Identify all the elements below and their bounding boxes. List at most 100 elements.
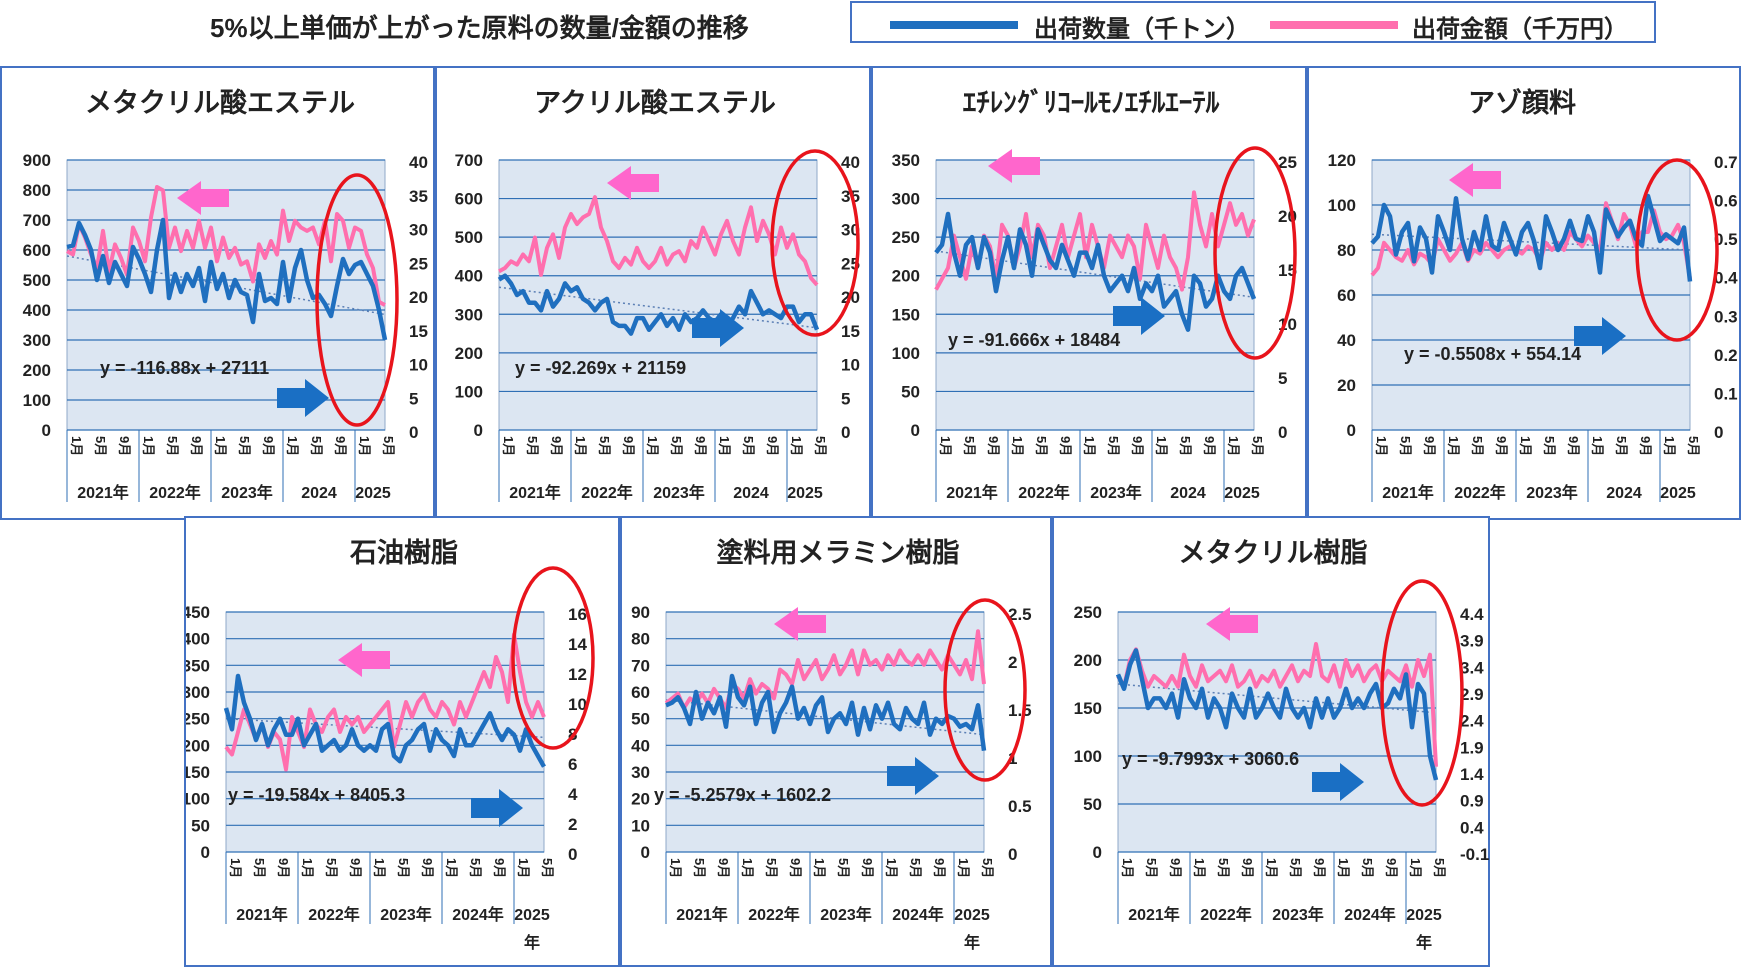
left-tick-label: 900 bbox=[23, 151, 51, 170]
month-tick-label: 5月 bbox=[1144, 858, 1159, 878]
right-tick-label: 40 bbox=[841, 153, 860, 172]
month-tick-label: 1月 bbox=[141, 436, 156, 456]
month-tick-label: 5月 bbox=[525, 436, 540, 456]
right-tick-label: 10 bbox=[568, 695, 587, 714]
right-arrow-icon bbox=[471, 789, 523, 827]
month-tick-label: 9月 bbox=[986, 436, 1001, 456]
left-tick-label: 250 bbox=[1074, 603, 1102, 622]
chart-panel-melamine-resin: 塗料用メラミン樹脂 90 80 70 60 50 40 30 20 10 0 2.5 2 1.5 1 0.5 0… bbox=[620, 516, 1052, 967]
trend-equation: y = -19.584x + 8405.3 bbox=[228, 785, 405, 805]
left-tick-label: 150 bbox=[1074, 699, 1102, 718]
year-label: 2024 bbox=[1606, 485, 1642, 502]
right-arrow-icon bbox=[277, 379, 329, 417]
trend-equation: y = -5.2579x + 1602.2 bbox=[654, 785, 831, 805]
right-tick-label: 2.9 bbox=[1460, 685, 1484, 704]
month-tick-label: 1月 bbox=[300, 858, 315, 878]
right-tick-label: 16 bbox=[568, 605, 587, 624]
month-tick-label: 5月 bbox=[692, 858, 707, 878]
month-tick-label: 5月 bbox=[396, 858, 411, 878]
chart-panel-methacrylic-resin: メタクリル樹脂 250 200 150 100 50 0 4.4 3.9 3.4 2.9 2.4 1.9… bbox=[1052, 516, 1490, 967]
month-tick-label: 9月 bbox=[333, 436, 348, 456]
right-tick-label: 10 bbox=[409, 356, 428, 375]
chart-panel-glycol-ether: ｴﾁﾚﾝｸﾞﾘｺｰﾙﾓﾉｴﾁﾙｴｰﾃﾙ 350 300 250 200 150 100 50 0… bbox=[871, 66, 1307, 520]
year-label: 2022年 bbox=[308, 905, 360, 924]
year-label: 2024年 bbox=[892, 905, 944, 924]
right-tick-label: 0 bbox=[1714, 423, 1723, 442]
month-tick-label: 9月 bbox=[1058, 436, 1073, 456]
right-tick-label: 0 bbox=[1008, 845, 1017, 864]
chart-title: アクリル酸エステル bbox=[534, 88, 776, 118]
year-label: 2023年 bbox=[1272, 905, 1324, 924]
year-label: 2021年 bbox=[676, 905, 728, 924]
legend-quantity-swatch bbox=[890, 21, 1018, 29]
year-label: 2021年 bbox=[1128, 905, 1180, 924]
right-tick-label: 12 bbox=[568, 665, 587, 684]
year-label: 2024 bbox=[1170, 485, 1206, 502]
year-label: 2022年 bbox=[748, 905, 800, 924]
right-tick-label: 2.5 bbox=[1008, 605, 1032, 624]
right-tick-label: 0 bbox=[841, 423, 850, 442]
right-tick-label: 0.5 bbox=[1714, 230, 1738, 249]
month-tick-label: 9月 bbox=[549, 436, 564, 456]
right-tick-label: 5 bbox=[841, 389, 850, 408]
year-label: 2022年 bbox=[1018, 483, 1070, 502]
highlight-ellipse bbox=[1213, 146, 1297, 360]
right-tick-label: 0 bbox=[568, 845, 577, 864]
month-tick-label: 1月 bbox=[645, 436, 660, 456]
month-tick-label: 5月 bbox=[1178, 436, 1193, 456]
month-tick-label: 9月 bbox=[1202, 436, 1217, 456]
left-tick-label: 200 bbox=[892, 267, 920, 286]
plot-area bbox=[935, 159, 1255, 431]
month-tick-label: 1月 bbox=[812, 858, 827, 878]
month-tick-label: 5月 bbox=[324, 858, 339, 878]
right-tick-label: 0.7 bbox=[1714, 153, 1738, 172]
month-tick-label: 9月 bbox=[1566, 436, 1581, 456]
amount-series-line bbox=[66, 185, 386, 307]
month-tick-label: 5月 bbox=[908, 858, 923, 878]
left-tick-label: 60 bbox=[631, 683, 650, 702]
left-tick-label: 100 bbox=[892, 344, 920, 363]
right-tick-label: -0.1 bbox=[1460, 845, 1489, 864]
legend-amount-label: 出荷金額（千万円） bbox=[1412, 16, 1628, 43]
year-label: 2023年 bbox=[653, 483, 705, 502]
month-tick-label: 1月 bbox=[717, 436, 732, 456]
plot-area bbox=[498, 159, 818, 431]
left-tick-label: 0 bbox=[474, 421, 483, 440]
month-tick-label: 1月 bbox=[1446, 436, 1461, 456]
right-tick-label: 0.1 bbox=[1714, 384, 1738, 403]
month-tick-label: 1月 bbox=[1154, 436, 1169, 456]
month-tick-label: 1月 bbox=[789, 436, 804, 456]
year-label: 2024年 bbox=[1344, 905, 1396, 924]
month-tick-label: 5月 bbox=[237, 436, 252, 456]
month-tick-label: 1月 bbox=[285, 436, 300, 456]
year-label: 2022年 bbox=[1200, 905, 1252, 924]
left-tick-label: 50 bbox=[191, 816, 210, 835]
month-tick-label: 9月 bbox=[693, 436, 708, 456]
right-tick-label: 3.9 bbox=[1460, 632, 1484, 651]
left-tick-label: 200 bbox=[455, 344, 483, 363]
left-tick-label: 150 bbox=[892, 305, 920, 324]
left-tick-label: 40 bbox=[1337, 331, 1356, 350]
year-label: 2025 bbox=[1660, 485, 1696, 502]
right-arrow-icon bbox=[1312, 763, 1364, 801]
month-tick-label: 5月 bbox=[597, 436, 612, 456]
right-arrow-icon bbox=[887, 757, 939, 795]
month-tick-label: 1月 bbox=[1226, 436, 1241, 456]
main-title: 5%以上単価が上がった原料の数量/金額の推移 bbox=[210, 13, 749, 43]
left-tick-label: 0 bbox=[911, 421, 920, 440]
month-tick-label: 1月 bbox=[573, 436, 588, 456]
month-tick-label: 5月 bbox=[836, 858, 851, 878]
month-tick-label: 1月 bbox=[1082, 436, 1097, 456]
right-tick-label: 5 bbox=[409, 389, 418, 408]
month-tick-label: 1月 bbox=[1192, 858, 1207, 878]
left-tick-label: 250 bbox=[186, 710, 210, 729]
month-tick-label: 5月 bbox=[468, 858, 483, 878]
right-tick-label: 6 bbox=[568, 755, 577, 774]
year-label: 2023年 bbox=[221, 483, 273, 502]
trend-equation: y = -92.269x + 21159 bbox=[515, 358, 686, 378]
chart-title: アゾ顔料 bbox=[1468, 88, 1576, 118]
month-tick-label: 1月 bbox=[1518, 436, 1533, 456]
month-tick-label: 9月 bbox=[788, 858, 803, 878]
left-arrow-icon bbox=[607, 166, 659, 200]
left-tick-label: 500 bbox=[455, 228, 483, 247]
